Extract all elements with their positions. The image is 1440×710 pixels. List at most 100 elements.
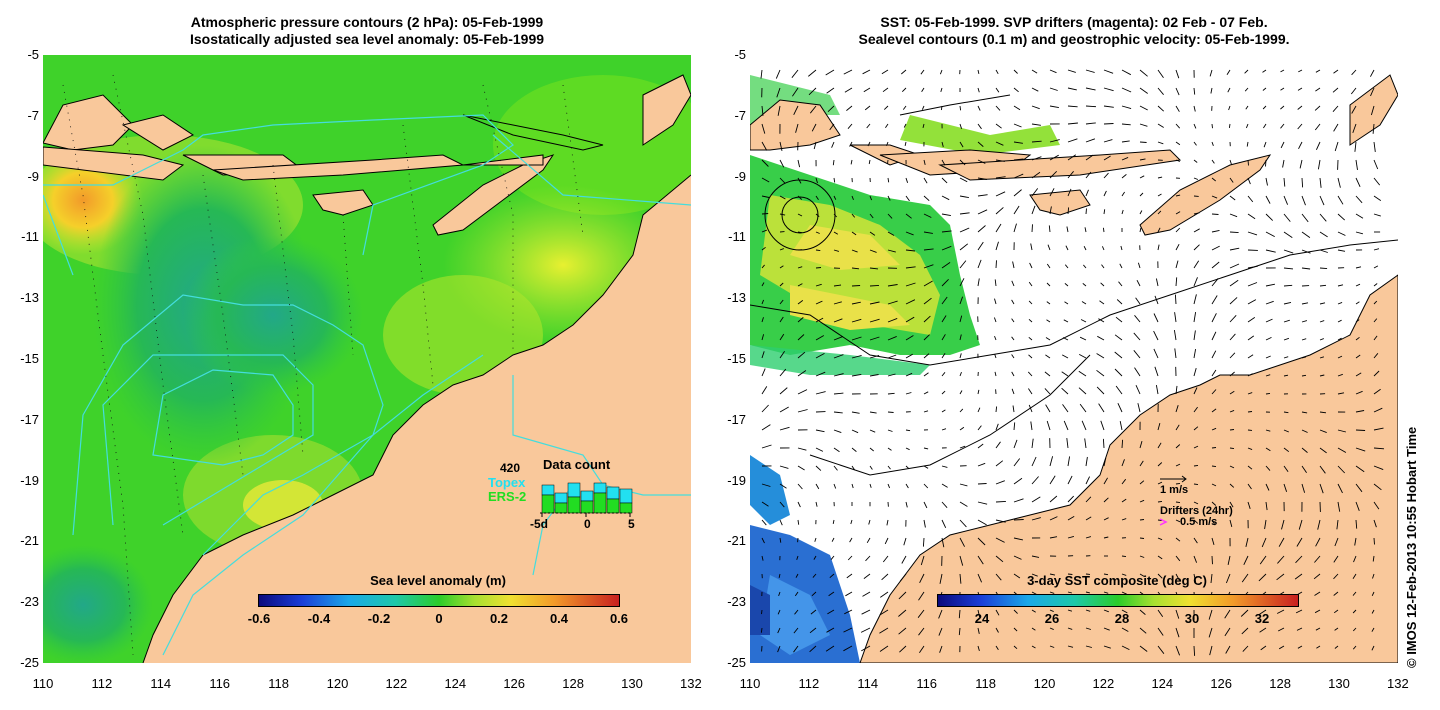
velocity-vector xyxy=(1193,260,1200,269)
velocity-vector xyxy=(959,177,968,183)
left-ytick: -25 xyxy=(20,655,39,670)
velocity-vector xyxy=(1211,177,1216,182)
velocity-vector xyxy=(1031,438,1034,449)
velocity-vector xyxy=(1013,573,1021,579)
velocity-vector xyxy=(846,573,853,579)
velocity-vector xyxy=(761,555,764,561)
velocity-vector xyxy=(959,159,966,166)
velocity-vector xyxy=(977,519,987,526)
velocity-vector xyxy=(1067,207,1070,215)
velocity-vector xyxy=(995,609,1000,616)
velocity-vector xyxy=(777,609,781,615)
velocity-vector xyxy=(797,465,805,471)
velocity-vector xyxy=(1247,317,1256,323)
velocity-vector xyxy=(1103,497,1109,503)
velocity-vector xyxy=(923,391,929,395)
velocity-vector xyxy=(1260,645,1267,651)
velocity-vector xyxy=(1301,320,1308,323)
velocity-vector xyxy=(1333,591,1339,596)
velocity-vector xyxy=(977,573,983,583)
velocity-vector xyxy=(869,465,873,470)
velocity-vector xyxy=(941,195,950,201)
velocity-vector xyxy=(1334,627,1339,631)
velocity-vector xyxy=(1373,370,1380,377)
velocity-vector xyxy=(1012,261,1015,269)
velocity-vector xyxy=(1063,319,1069,323)
velocity-vector xyxy=(775,69,781,79)
velocity-vector xyxy=(1373,213,1381,217)
velocity-vector xyxy=(1085,456,1088,467)
left-title-line2: Isostatically adjusted sea level anomaly… xyxy=(189,31,545,47)
velocity-vector xyxy=(1119,263,1123,269)
velocity-vector xyxy=(941,372,946,377)
velocity-vector xyxy=(1301,465,1307,474)
velocity-vector xyxy=(847,123,853,129)
velocity-vector xyxy=(1276,573,1285,581)
velocity-vector xyxy=(797,501,801,508)
ers2-bar xyxy=(554,502,568,514)
velocity-vector xyxy=(1278,645,1285,650)
velocity-vector xyxy=(899,645,907,653)
velocity-vector xyxy=(779,195,786,200)
velocity-vector xyxy=(1337,319,1342,323)
velocity-vector xyxy=(1319,213,1327,222)
velocity-vector xyxy=(1013,123,1022,128)
velocity-vector xyxy=(1280,87,1285,91)
ers2-bar xyxy=(593,492,607,514)
velocity-vector xyxy=(1211,427,1217,431)
velocity-vector xyxy=(1241,627,1249,635)
ers2-bar xyxy=(619,502,633,514)
velocity-vector xyxy=(1241,573,1249,583)
velocity-vector xyxy=(1121,174,1127,179)
velocity-vector xyxy=(833,213,838,218)
velocity-vector xyxy=(1085,105,1097,108)
velocity-vector xyxy=(977,209,988,215)
velocity-vector xyxy=(1175,609,1180,619)
velocity-vector xyxy=(1276,609,1285,614)
velocity-vector xyxy=(779,368,787,377)
velocity-vector xyxy=(1265,283,1275,287)
velocity-vector xyxy=(1046,263,1051,269)
velocity-vector xyxy=(879,627,889,634)
velocity-vector xyxy=(1247,411,1253,413)
velocity-vector xyxy=(1265,392,1271,395)
right-cb-tick-1: 24 xyxy=(974,611,990,626)
velocity-vector xyxy=(779,159,785,168)
velocity-vector xyxy=(959,445,966,449)
velocity-vector xyxy=(1175,141,1181,146)
velocity-vector xyxy=(1013,87,1019,93)
data-count-histogram xyxy=(540,482,633,517)
velocity-vector xyxy=(1265,447,1271,452)
velocity-vector xyxy=(1011,336,1015,341)
velocity-vector xyxy=(825,645,835,652)
velocity-vector xyxy=(851,318,862,323)
data-count-inset: 420 Data count Topex ERS-2 -5d 0 5 xyxy=(488,455,648,535)
velocity-vector xyxy=(899,573,907,582)
velocity-vector xyxy=(1193,501,1199,505)
left-xtick: 128 xyxy=(562,676,584,691)
velocity-vector xyxy=(959,555,964,566)
velocity-vector xyxy=(918,627,925,636)
velocity-vector xyxy=(1101,246,1105,251)
velocity-vector xyxy=(1139,537,1145,539)
velocity-vector xyxy=(1355,231,1364,235)
velocity-vector xyxy=(1337,177,1341,188)
velocity-vector xyxy=(923,334,930,341)
velocity-vector xyxy=(1157,481,1163,485)
velocity-vector xyxy=(1157,537,1163,541)
velocity-vector xyxy=(1153,348,1159,359)
velocity-vector xyxy=(826,627,835,633)
velocity-vector xyxy=(1067,87,1077,91)
velocity-vector xyxy=(1211,555,1213,565)
velocity-vector xyxy=(923,372,929,377)
velocity-vector xyxy=(1013,439,1018,449)
velocity-vector xyxy=(1229,501,1234,508)
velocity-vector xyxy=(833,195,837,200)
left-xtick: 110 xyxy=(32,676,54,691)
velocity-vector xyxy=(901,69,907,75)
velocity-vector xyxy=(797,334,805,341)
velocity-vector xyxy=(793,105,799,115)
velocity-vector xyxy=(1085,496,1092,503)
velocity-vector xyxy=(813,555,817,560)
velocity-vector xyxy=(1301,267,1311,270)
